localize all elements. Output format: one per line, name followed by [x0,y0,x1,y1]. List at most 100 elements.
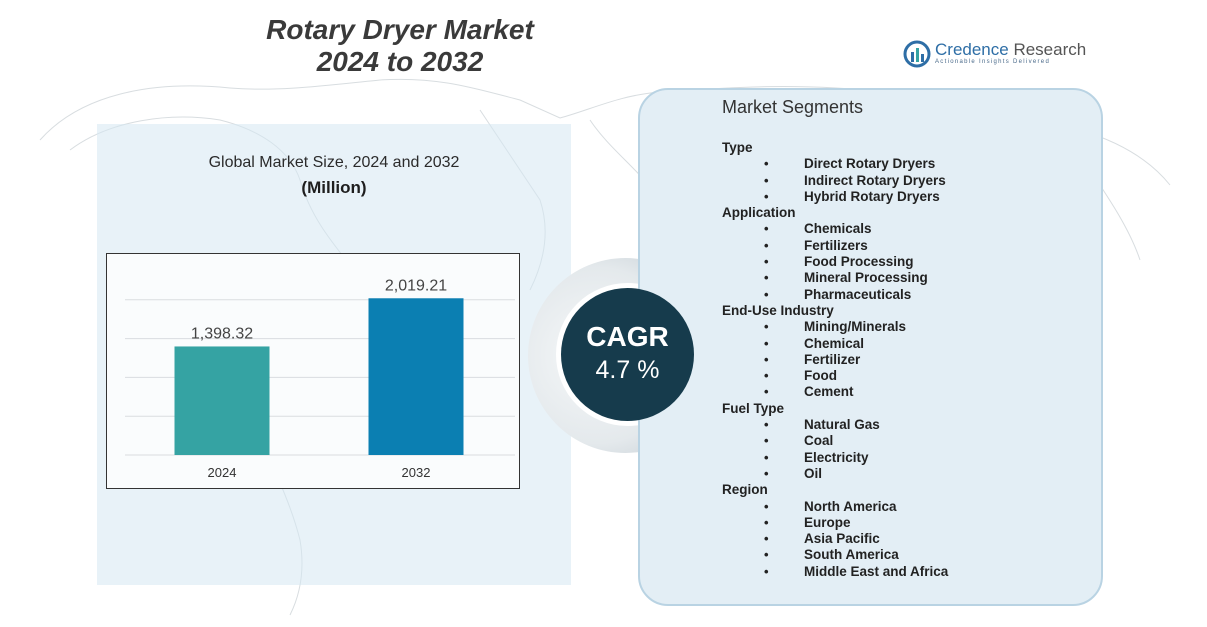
segment-item: • Middle East and Africa [722,564,1082,580]
segment-item-label: Mining/Minerals [804,319,907,335]
segment-item-label: Cement [804,384,854,400]
bullet-icon: • [764,286,769,302]
bullet-icon: • [764,254,769,270]
segment-item-label: Chemical [804,335,865,351]
segment-item: • North America [722,499,1082,515]
bullet-icon: • [764,465,769,481]
segment-item: • Indirect Rotary Dryers [722,173,1082,189]
chart-unit: (Million) [301,178,367,197]
bar-chart-svg: 1,398.32 2024 2,019.21 2032 [125,277,515,480]
logo-tagline: Actionable Insights Delivered [935,59,1051,65]
segment-item: • Hybrid Rotary Dryers [722,189,1082,205]
bar-2032 [368,298,464,455]
segment-item: • Natural Gas [722,417,1082,433]
segment-item-label: Fertilizer [804,351,861,367]
bullet-icon: • [764,563,769,579]
segment-item-label: Mineral Processing [804,270,928,286]
segment-group-label: Application [722,205,796,221]
segment-item-label: Fertilizers [804,237,868,253]
title-line-1: Rotary Dryer Market [266,14,534,45]
segment-item: • Cement [722,384,1082,400]
segment-group-label: Type [722,140,753,155]
segment-item: • Coal [722,433,1082,449]
segment-item: • Pharmaceuticals [722,287,1082,303]
bullet-icon: • [764,498,769,514]
bullet-icon: • [764,514,769,530]
bullet-icon: • [764,449,769,465]
logo-icon [903,40,931,68]
segment-group-label: End-Use Industry [722,302,834,318]
segment-item: • South America [722,547,1082,563]
segment-item: • Electricity [722,450,1082,466]
segment-item-label: North America [804,498,897,514]
segment-item: • Mineral Processing [722,270,1082,286]
segment-item: • Food Processing [722,254,1082,270]
tick-label-2024: 2024 [208,465,237,480]
segment-item-label: Direct Rotary Dryers [804,156,936,172]
data-label-2032: 2,019.21 [385,277,447,294]
cagr-label: CAGR [586,321,669,352]
chart-heading: Global Market Size, 2024 and 2032 [208,154,460,171]
bullet-icon: • [764,221,769,237]
segment-group-label: Fuel Type [722,400,785,416]
segment-item-label: Indirect Rotary Dryers [804,172,946,188]
bullet-icon: • [764,417,769,433]
cagr-badge: CAGR 4.7 % [561,288,694,421]
bullet-icon: • [764,270,769,286]
segment-group: Fuel Type • Natural Gas • Coal • Electricity • O… [722,401,1082,482]
segment-item-label: Asia Pacific [804,531,880,547]
segment-item: • Chemicals [722,221,1082,237]
segments-title: Market Segments [722,97,864,117]
bullet-icon: • [764,188,769,204]
segment-item-label: Hybrid Rotary Dryers [804,188,940,204]
segment-item-label: Oil [804,465,823,481]
cagr-value: 4.7 % [595,356,660,384]
bar-2024 [174,346,270,455]
bullet-icon: • [764,384,769,400]
segment-group: Application • Chemicals • Fertilizers • Food P… [722,205,1082,303]
segment-item: • Mining/Minerals [722,319,1082,335]
segment-item-label: Europe [804,514,851,530]
bar-chart: 1,398.32 2024 2,019.21 2032 [106,253,520,489]
bullet-icon: • [764,237,769,253]
bullet-icon: • [764,335,769,351]
page-title: Rotary Dryer Market 2024 to 2032 [200,14,600,78]
segment-item-label: South America [804,547,899,563]
bullet-icon: • [764,351,769,367]
segment-group: Region • North America • Europe • Asia Pacific… [722,482,1082,580]
segment-item-label: Chemicals [804,221,872,237]
logo-name-primary: Credence [935,40,1009,59]
segment-item: • Asia Pacific [722,531,1082,547]
segment-item-label: Coal [804,433,834,449]
segment-group: End-Use Industry • Mining/Minerals • Chemica… [722,303,1082,401]
segment-item-label: Food [804,368,837,384]
segment-item: • Fertilizers [722,238,1082,254]
bullet-icon: • [764,547,769,563]
segment-item: • Fertilizer [722,352,1082,368]
segment-item: • Food [722,368,1082,384]
logo-name-secondary: Research [1008,40,1087,59]
segment-item: • Chemical [722,336,1082,352]
bullet-icon: • [764,368,769,384]
segment-item: • Europe [722,515,1082,531]
segment-item: • Direct Rotary Dryers [722,156,1082,172]
bullet-icon: • [764,172,769,188]
bullet-icon: • [764,156,769,172]
bullet-icon: • [764,319,769,335]
segments-list: Type • Direct Rotary Dryers • Indirect Rotar… [722,140,1082,580]
segment-group: Type • Direct Rotary Dryers • Indirect Rotar… [722,140,1082,205]
segment-item: • Oil [722,466,1082,482]
data-label-2024: 1,398.32 [191,325,253,342]
bullet-icon: • [764,433,769,449]
segment-item-label: Pharmaceuticals [804,286,912,302]
segment-group-label: Region [722,482,768,498]
segment-item-label: Electricity [804,449,869,465]
market-segments-panel [638,88,1103,606]
bullet-icon: • [764,531,769,547]
segment-item-label: Natural Gas [804,417,880,433]
tick-label-2032: 2032 [402,465,431,480]
segment-item-label: Middle East and Africa [804,563,949,579]
segment-item-label: Food Processing [804,254,914,270]
title-line-2: 2024 to 2032 [316,46,484,77]
company-logo: Credence Research Actionable Insights De… [903,38,1103,72]
